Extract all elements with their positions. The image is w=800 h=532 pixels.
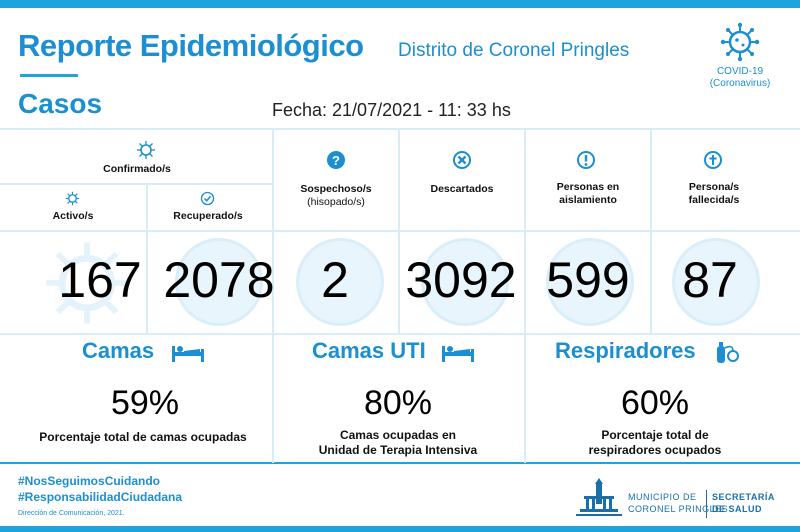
- grid-line: [0, 230, 800, 232]
- suspected-count: 2: [321, 252, 349, 308]
- cross-icon: [704, 151, 722, 169]
- virus-watermark-icon: [46, 242, 128, 324]
- discarded-label: Descartados: [430, 183, 494, 195]
- bottom-accent-bar: [0, 526, 800, 532]
- report-date: Fecha: 21/07/2021 - 11: 33 hs: [272, 100, 511, 120]
- footer-separator: [706, 490, 707, 518]
- building-icon: [576, 478, 622, 516]
- hashtag-1: #NosSeguimosCuidando: [18, 474, 161, 488]
- credit-text: Dirección de Comunicación, 2021.: [18, 510, 125, 517]
- isolation-count: 599: [546, 252, 630, 308]
- page-title: Reporte Epidemiológico: [18, 28, 364, 63]
- covid-label: COVID-19: [716, 66, 764, 77]
- icu-description-line1: Camas ocupadas en: [339, 428, 457, 442]
- active-label: Activo/s: [52, 210, 94, 222]
- decorative-circle: [546, 238, 634, 326]
- decorative-circle: [175, 238, 263, 326]
- alert-icon: [577, 151, 595, 169]
- municipality-label: MUNICIPIO DE: [628, 492, 697, 502]
- grid-line: [146, 183, 148, 333]
- grid-line: [0, 128, 800, 130]
- decorative-circle: [672, 238, 760, 326]
- icu-percentage: 80%: [363, 384, 433, 422]
- department-name: DE SALUD: [712, 504, 763, 514]
- ventilators-title: Respiradores: [555, 338, 696, 363]
- footer-divider: [0, 462, 800, 464]
- grid-line: [0, 333, 800, 335]
- confirmed-label: Confirmado/s: [103, 163, 171, 175]
- ventilators-description-line2: respiradores ocupados: [588, 443, 722, 457]
- section-title-casos: Casos: [18, 88, 103, 119]
- hashtag-2: #ResponsabilidadCiudadana: [18, 490, 183, 504]
- discarded-count: 3092: [405, 252, 517, 308]
- isolation-label: Personas en: [556, 181, 620, 193]
- ventilators-percentage: 60%: [620, 384, 690, 422]
- recovered-count: 2078: [163, 252, 275, 308]
- deceased-count: 87: [682, 252, 738, 308]
- suspected-sublabel: (hisopado/s): [307, 196, 365, 208]
- covid-virus-icon: [720, 22, 760, 62]
- x-icon: [453, 151, 471, 169]
- suspected-label: Sospechoso/s: [300, 183, 372, 195]
- beds-description: Porcentaje total de camas ocupadas: [39, 430, 247, 444]
- grid-line: [398, 128, 400, 333]
- question-icon: ?: [327, 151, 345, 169]
- grid-line: [650, 128, 652, 333]
- municipality-name: CORONEL PRINGLES: [628, 504, 729, 514]
- bed-icon: [442, 346, 474, 362]
- beds-title: Camas: [82, 338, 155, 363]
- district-name: Distrito de Coronel Pringles: [398, 40, 630, 61]
- title-underline: [20, 74, 78, 77]
- decorative-circle: [421, 238, 509, 326]
- virus-icon: [65, 191, 80, 206]
- isolation-sublabel: aislamiento: [559, 194, 617, 206]
- virus-icon: [137, 141, 155, 159]
- coronavirus-label: (Coronavirus): [709, 78, 771, 89]
- ventilators-description-line1: Porcentaje total de: [601, 428, 709, 442]
- check-icon: [200, 191, 215, 206]
- active-count: 167: [58, 252, 142, 308]
- deceased-label: Persona/s: [688, 181, 740, 193]
- recovered-label: Recuperado/s: [173, 210, 243, 222]
- top-accent-bar: [0, 0, 800, 8]
- grid-line: [272, 128, 274, 463]
- oxygen-icon: [717, 342, 739, 363]
- icu-beds-title: Camas UTI: [312, 338, 426, 363]
- decorative-circle: [296, 238, 384, 326]
- beds-percentage: 59%: [110, 384, 180, 422]
- grid-line: [0, 183, 272, 185]
- svg-text:?: ?: [332, 153, 340, 168]
- grid-line: [524, 128, 526, 463]
- deceased-sublabel: fallecida/s: [688, 194, 740, 206]
- bed-icon: [172, 346, 204, 362]
- icu-description-line2: Unidad de Terapia Intensiva: [318, 443, 478, 457]
- department-label: SECRETARÍA: [712, 492, 775, 502]
